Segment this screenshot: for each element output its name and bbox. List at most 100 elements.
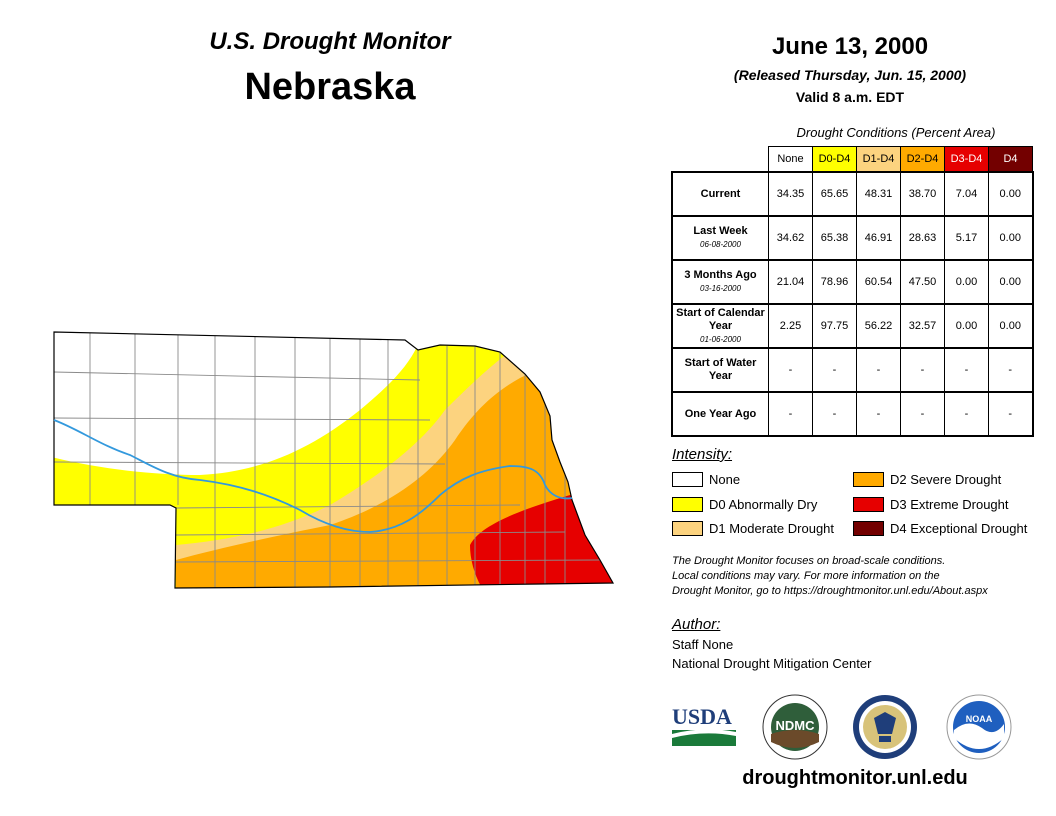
table-cell: 0.00	[988, 259, 1033, 305]
drought-stats-table: None D0-D4 D1-D4 D2-D4 D3-D4 D4 Current …	[671, 146, 1034, 437]
legend-swatch	[853, 520, 884, 536]
legend-title: Intensity:	[672, 446, 733, 463]
stats-caption: Drought Conditions (Percent Area)	[796, 125, 996, 140]
legend-label: D2 Severe Drought	[890, 471, 1002, 487]
noaa-logo: NOAA	[946, 694, 1012, 760]
author-name: Staff None	[672, 637, 734, 652]
table-cell: -	[944, 391, 989, 437]
table-cell: 97.75	[812, 303, 857, 349]
table-cell: 46.91	[856, 215, 901, 261]
author-title: Author:	[672, 616, 721, 633]
table-cell: 0.00	[944, 303, 989, 349]
state-title: Nebraska	[244, 66, 416, 108]
table-cell: 28.63	[900, 215, 945, 261]
table-cell: 0.00	[944, 259, 989, 305]
table-cell: -	[768, 347, 813, 393]
col-header: D0-D4	[812, 146, 857, 173]
legend-swatch	[853, 471, 884, 487]
table-cell: -	[812, 391, 857, 437]
table-row: One Year Ago - - - - - -	[671, 391, 1033, 437]
legend-item-d3: D3 Extreme Drought	[853, 495, 1009, 513]
table-cell: 65.65	[812, 171, 857, 217]
table-cell: 47.50	[900, 259, 945, 305]
table-cell: -	[856, 347, 901, 393]
ndmc-logo: NDMC	[762, 694, 828, 760]
row-label: One Year Ago	[671, 391, 769, 437]
usda-logo: USDA	[672, 704, 736, 746]
col-header: D1-D4	[856, 146, 901, 173]
noaa-logo-text: NOAA	[966, 714, 993, 724]
legend-label: D3 Extreme Drought	[890, 496, 1009, 512]
table-cell: 2.25	[768, 303, 813, 349]
legend-item-d0: D0 Abnormally Dry	[672, 495, 817, 513]
valid-time: Valid 8 a.m. EDT	[795, 89, 905, 105]
map-date: June 13, 2000	[771, 33, 929, 60]
legend-label: None	[709, 471, 741, 487]
ndmc-logo-text: NDMC	[776, 718, 816, 733]
nebraska-outline	[53, 331, 615, 589]
col-header: None	[768, 146, 813, 173]
table-cell: 0.00	[988, 215, 1033, 261]
table-cell: 34.62	[768, 215, 813, 261]
stats-corner	[672, 147, 769, 173]
row-label: 3 Months Ago 03-16-2000	[671, 259, 769, 305]
table-cell: -	[944, 347, 989, 393]
col-header: D3-D4	[944, 146, 989, 173]
table-cell: 78.96	[812, 259, 857, 305]
row-label: Current	[671, 171, 769, 217]
table-cell: 38.70	[900, 171, 945, 217]
table-cell: -	[900, 391, 945, 437]
col-header: D4	[988, 146, 1033, 173]
table-cell: 34.35	[768, 171, 813, 217]
table-cell: 65.38	[812, 215, 857, 261]
note-line: Local conditions may vary. For more info…	[672, 570, 940, 582]
nebraska-drought-map	[53, 331, 615, 589]
row-date: 01-06-2000	[700, 334, 741, 344]
legend-item-d4: D4 Exceptional Drought	[853, 519, 1027, 537]
table-cell: 60.54	[856, 259, 901, 305]
table-cell: 5.17	[944, 215, 989, 261]
row-label: Last Week 06-08-2000	[671, 215, 769, 261]
monitor-title: U.S. Drought Monitor	[209, 28, 451, 55]
table-cell: -	[856, 391, 901, 437]
table-cell: -	[988, 347, 1033, 393]
platte-river	[53, 419, 573, 533]
county-lines	[54, 332, 601, 588]
table-cell: 48.31	[856, 171, 901, 217]
legend-swatch	[672, 496, 703, 512]
author-org: National Drought Mitigation Center	[672, 656, 872, 671]
table-cell: 7.04	[944, 171, 989, 217]
col-header: D2-D4	[900, 146, 945, 173]
note-line: The Drought Monitor focuses on broad-sca…	[672, 555, 946, 567]
legend-swatch	[853, 496, 884, 512]
table-row: Last Week 06-08-2000 34.62 65.38 46.91 28…	[671, 215, 1033, 261]
table-cell: -	[768, 391, 813, 437]
website-url[interactable]: droughtmonitor.unl.edu	[742, 767, 968, 789]
table-cell: 0.00	[988, 303, 1033, 349]
row-label: Start of Water Year	[671, 347, 769, 393]
legend-label: D0 Abnormally Dry	[709, 496, 818, 512]
table-cell: -	[900, 347, 945, 393]
legend-item-d1: D1 Moderate Drought	[672, 519, 834, 537]
row-date: 03-16-2000	[700, 284, 741, 293]
table-row: Current 34.35 65.65 48.31 38.70 7.04 0.0…	[671, 171, 1033, 217]
legend-label: D4 Exceptional Drought	[890, 520, 1028, 536]
legend-item-d2: D2 Severe Drought	[853, 470, 1001, 488]
table-cell: -	[988, 391, 1033, 437]
commerce-seal-logo	[853, 695, 917, 759]
row-label: Start of Calendar Year 01-06-2000	[671, 303, 769, 349]
row-date: 06-08-2000	[700, 240, 741, 249]
release-date: (Released Thursday, Jun. 15, 2000)	[733, 67, 967, 83]
table-row: 3 Months Ago 03-16-2000 21.04 78.96 60.54…	[671, 259, 1033, 305]
legend-item-none: None	[672, 470, 740, 488]
disclaimer-note: The Drought Monitor focuses on broad-sca…	[672, 554, 1052, 599]
table-cell: 0.00	[988, 171, 1033, 217]
legend-swatch	[672, 520, 703, 536]
table-cell: -	[812, 347, 857, 393]
table-row: Start of Calendar Year 01-06-2000 2.25 97…	[671, 303, 1033, 349]
usda-logo-text: USDA	[672, 704, 732, 729]
legend-label: D1 Moderate Drought	[709, 520, 835, 536]
table-cell: 21.04	[768, 259, 813, 305]
table-cell: 56.22	[856, 303, 901, 349]
table-cell: 32.57	[900, 303, 945, 349]
